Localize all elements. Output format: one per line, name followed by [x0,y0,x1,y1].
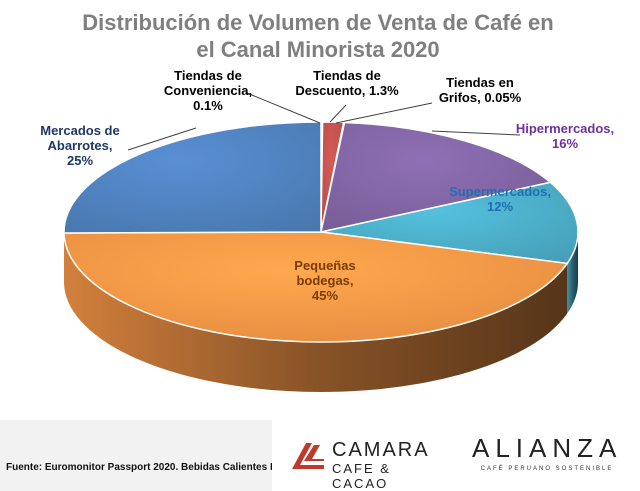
pie-slice [320,181,579,265]
label-leader-lines [127,92,521,151]
chart-title: Distribución de Volumen de Venta de Café… [82,10,553,62]
pie-chart: Distribución de Volumen de Venta de Café… [40,10,614,392]
alianza-name: ALIANZA [472,433,623,463]
chart-title-line: el Canal Minorista 2020 [196,37,439,62]
slice-side-wall [64,232,568,392]
slice-label: Tiendas de Conveniencia, 0.1% [164,68,252,113]
leader-line [335,102,433,124]
camara-name: CAMARA [332,439,430,461]
leader-line [246,92,321,124]
leader-line [329,104,347,123]
chart-title-line: Distribución de Volumen de Venta de Café… [82,10,553,35]
camara-logo: CAMARA CAFE & CACAO [288,437,438,491]
camara-subtitle: CAFE & CACAO [332,461,391,491]
slice-label: Tiendas en Grifos, 0.05% [439,75,522,105]
camara-mark-icon [292,443,324,469]
logo-area [272,420,640,491]
leader-line [127,127,197,151]
slice-label: Mercados de Abarrotes, 25% [40,123,119,168]
pie-sides [64,232,578,392]
pie-slice [63,231,569,343]
leader-line [431,130,521,136]
slice-label: Supermercados, 12% [449,184,551,214]
alianza-subtitle: CAFÉ PERUANO SOSTENIBLE [480,466,614,472]
pie-slice [63,121,322,234]
slice-label: Tiendas de Descuento, 1.3% [295,68,399,98]
alianza-logo: ALIANZA CAFÉ PERUANO SOSTENIBLE [472,434,622,476]
slice-label: Pequeñas bodegas, 45% [294,258,355,303]
source-note: Fuente: Euromonitor Passport 2020. Bebid… [6,462,295,473]
slice-side-wall [567,232,578,314]
slice-labels: Tiendas de Conveniencia, 0.1% Tiendas de Des… [40,68,614,303]
slice-label: Hipermercados, 16% [516,121,614,151]
pie-slices [63,121,579,343]
pie-slice [320,121,552,233]
